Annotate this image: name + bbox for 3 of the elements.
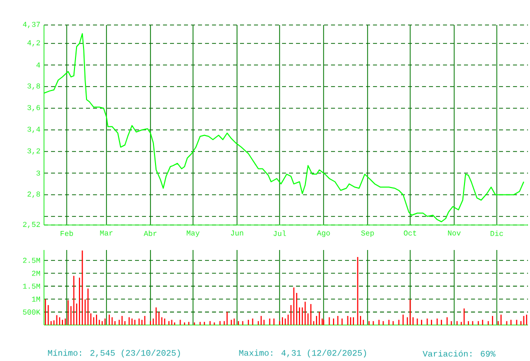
text: Maximo: 4,31 (12/02/2025) [239, 350, 366, 358]
text: Variación: 69% [422, 350, 496, 357]
text: Mínimo: 2,545 (23/10/2025) [48, 350, 180, 358]
